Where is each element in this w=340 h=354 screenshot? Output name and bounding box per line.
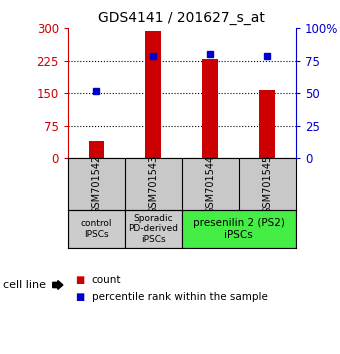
Text: ■: ■ [75, 275, 84, 285]
Text: count: count [92, 275, 121, 285]
Bar [146, 32, 162, 158]
Bar [125, 210, 182, 248]
Text: GSM701542: GSM701542 [91, 154, 101, 214]
Text: presenilin 2 (PS2)
iPSCs: presenilin 2 (PS2) iPSCs [193, 218, 285, 240]
Bar [182, 210, 296, 248]
Bar [88, 141, 104, 158]
Text: GSM701543: GSM701543 [149, 154, 158, 214]
Bar [68, 210, 125, 248]
Text: control
IPSCs: control IPSCs [81, 219, 112, 239]
Title: GDS4141 / 201627_s_at: GDS4141 / 201627_s_at [99, 11, 265, 24]
Text: ■: ■ [75, 292, 84, 302]
Text: GSM701544: GSM701544 [205, 154, 215, 214]
Text: percentile rank within the sample: percentile rank within the sample [92, 292, 268, 302]
Bar [259, 90, 275, 158]
Text: cell line: cell line [3, 280, 46, 290]
Text: Sporadic
PD-derived
iPSCs: Sporadic PD-derived iPSCs [129, 214, 178, 244]
Text: GSM701545: GSM701545 [262, 154, 272, 214]
Bar [202, 59, 218, 158]
